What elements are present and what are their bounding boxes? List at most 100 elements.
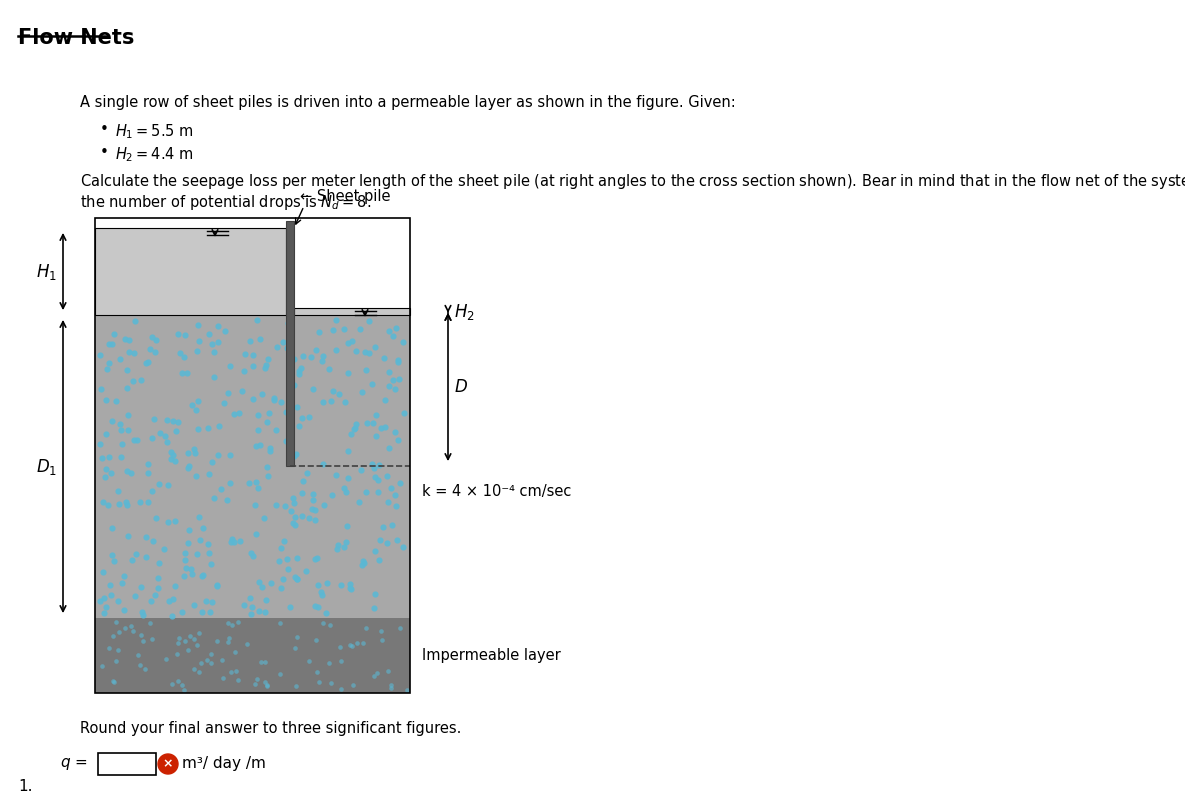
Point xyxy=(162,677,181,690)
Point xyxy=(224,536,243,548)
Point xyxy=(156,653,175,665)
Point xyxy=(117,363,136,376)
Point xyxy=(256,359,275,371)
Point xyxy=(90,349,109,362)
Point xyxy=(356,346,374,359)
Point xyxy=(111,423,130,436)
Point xyxy=(235,599,254,611)
Text: 1.: 1. xyxy=(18,779,32,794)
Point xyxy=(178,447,197,460)
Point xyxy=(258,352,277,365)
Point xyxy=(222,665,241,678)
Point xyxy=(100,451,118,464)
Point xyxy=(340,578,359,591)
Point xyxy=(94,591,113,604)
Point xyxy=(338,367,357,379)
Point xyxy=(193,606,212,618)
Point xyxy=(390,477,409,490)
Point xyxy=(172,367,191,379)
Point xyxy=(370,458,389,471)
Point xyxy=(232,384,251,397)
Point xyxy=(334,481,353,494)
Point xyxy=(185,663,204,676)
Point xyxy=(282,359,301,372)
Point xyxy=(91,383,110,395)
Point xyxy=(241,591,260,604)
Point xyxy=(338,445,357,457)
Point xyxy=(246,528,265,540)
Point xyxy=(214,397,233,410)
Point xyxy=(98,499,117,512)
Point xyxy=(167,647,186,660)
Point xyxy=(203,456,222,469)
Point xyxy=(182,567,201,580)
Point xyxy=(219,636,238,649)
Point xyxy=(249,423,268,436)
Point xyxy=(244,359,263,372)
Point xyxy=(108,644,127,657)
Point xyxy=(177,561,196,574)
Point xyxy=(225,646,244,658)
Point xyxy=(352,464,371,477)
Point xyxy=(209,320,228,332)
Point xyxy=(382,482,401,495)
Point xyxy=(173,678,192,691)
Point xyxy=(159,478,178,491)
Point xyxy=(218,494,237,507)
Point xyxy=(271,581,290,594)
Point xyxy=(379,442,398,454)
Text: Calculate the seepage loss per meter length of the sheet pile (at right angles t: Calculate the seepage loss per meter len… xyxy=(81,172,1185,191)
Point xyxy=(190,335,209,347)
Point xyxy=(123,625,142,638)
Point xyxy=(204,371,223,383)
Point xyxy=(220,477,239,489)
Point xyxy=(216,324,235,337)
Point xyxy=(290,365,309,378)
Point xyxy=(306,514,325,527)
Point xyxy=(115,603,134,616)
Point xyxy=(97,428,116,441)
Point xyxy=(101,588,120,601)
Text: ← Sheet pile: ← Sheet pile xyxy=(300,189,391,204)
Point xyxy=(308,665,327,678)
Point xyxy=(130,659,149,672)
Point xyxy=(117,498,136,511)
Point xyxy=(287,401,306,414)
Point xyxy=(107,615,126,628)
Point xyxy=(363,378,382,391)
Point xyxy=(297,466,316,479)
Point xyxy=(201,647,220,660)
Point xyxy=(327,543,346,556)
Point xyxy=(103,415,122,428)
Point xyxy=(118,529,137,542)
Point xyxy=(198,654,217,666)
Point xyxy=(274,573,293,586)
Point xyxy=(337,536,356,548)
Point xyxy=(223,619,242,632)
Point xyxy=(100,338,118,351)
Point xyxy=(386,383,405,396)
Point xyxy=(274,336,293,348)
Point xyxy=(281,505,300,517)
Point xyxy=(244,392,263,405)
Point xyxy=(175,634,194,647)
Point xyxy=(103,548,122,561)
Point xyxy=(382,681,401,694)
Point xyxy=(207,579,226,592)
Point xyxy=(274,535,293,548)
Point xyxy=(118,423,137,436)
Point xyxy=(364,417,383,430)
Point xyxy=(90,438,109,450)
Point xyxy=(335,395,354,408)
Point xyxy=(369,485,387,498)
Point xyxy=(187,639,206,652)
Point xyxy=(120,346,139,359)
Point xyxy=(306,504,325,516)
Point xyxy=(390,622,409,634)
Point xyxy=(222,535,241,548)
Point xyxy=(357,622,376,634)
Point xyxy=(258,470,277,483)
Point xyxy=(269,555,288,567)
Point xyxy=(250,604,269,617)
Point xyxy=(164,593,182,606)
